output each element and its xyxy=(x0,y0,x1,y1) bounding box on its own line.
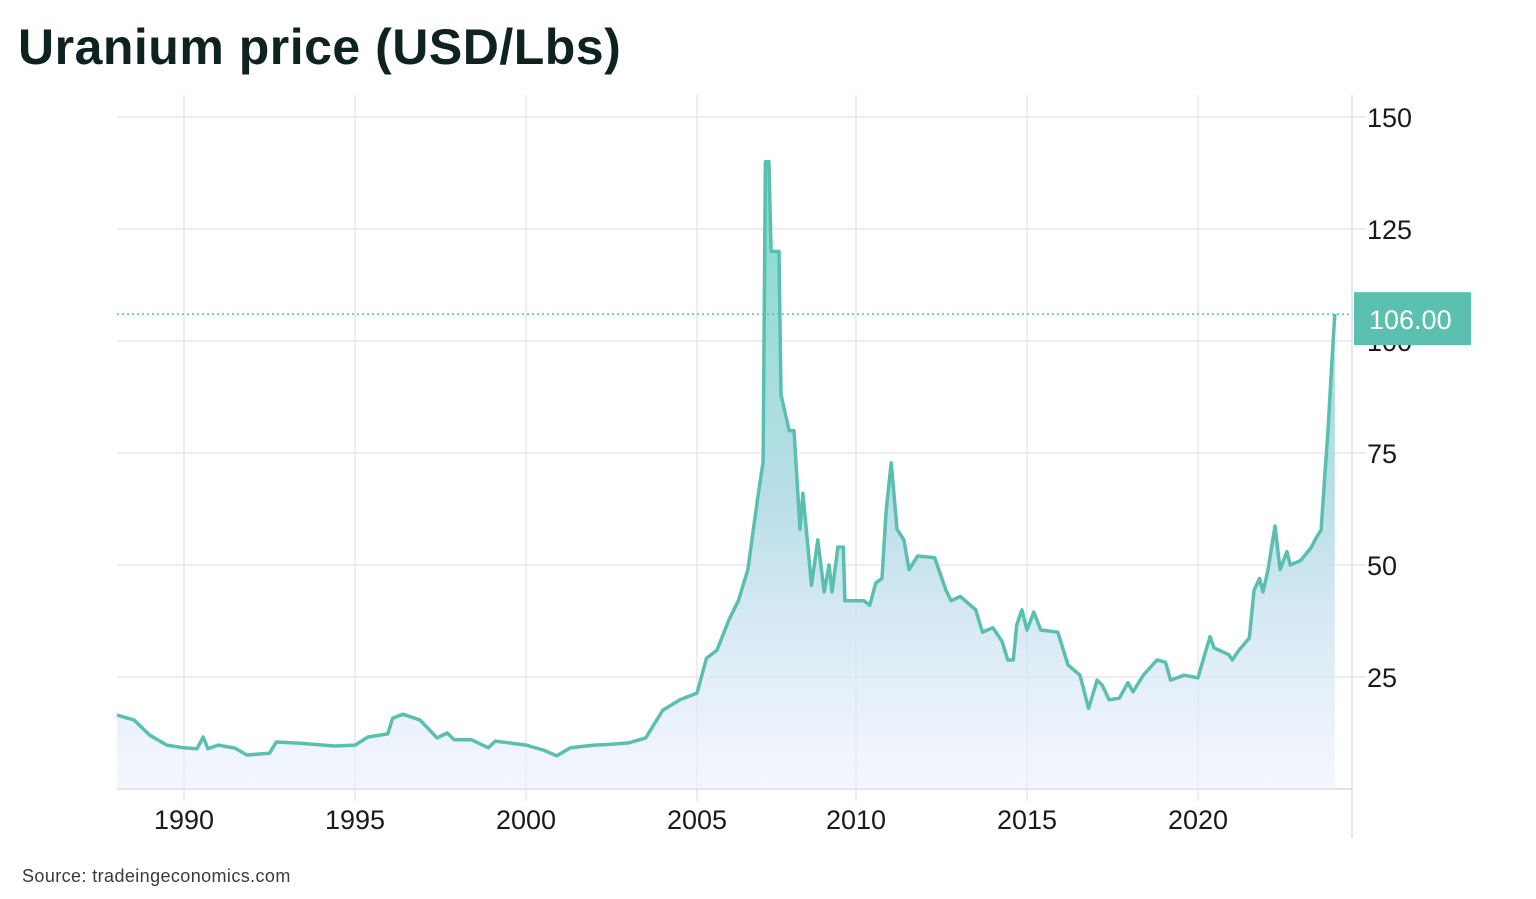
price-area-fill xyxy=(117,161,1335,790)
y-tick-label: 25 xyxy=(1367,663,1397,693)
y-tick-label: 150 xyxy=(1367,103,1412,133)
last-value-label: 106.00 xyxy=(1369,305,1452,335)
x-tick-label: 1995 xyxy=(325,805,385,835)
y-tick-label: 50 xyxy=(1367,551,1397,581)
x-tick-label: 2005 xyxy=(667,805,727,835)
price-line xyxy=(116,160,1337,758)
x-tick-label: 2010 xyxy=(826,805,886,835)
chart-title: Uranium price (USD/Lbs) xyxy=(18,19,622,75)
y-tick-label: 125 xyxy=(1367,215,1412,245)
x-tick-label: 1990 xyxy=(154,805,214,835)
x-tick-label: 2000 xyxy=(496,805,556,835)
source-note: Source: tradeingeconomics.com xyxy=(22,866,291,886)
last-value-badge: 106.00 xyxy=(1354,292,1471,346)
x-tick-label: 2015 xyxy=(997,805,1057,835)
y-tick-label: 75 xyxy=(1367,439,1397,469)
x-tick-label: 2020 xyxy=(1168,805,1228,835)
